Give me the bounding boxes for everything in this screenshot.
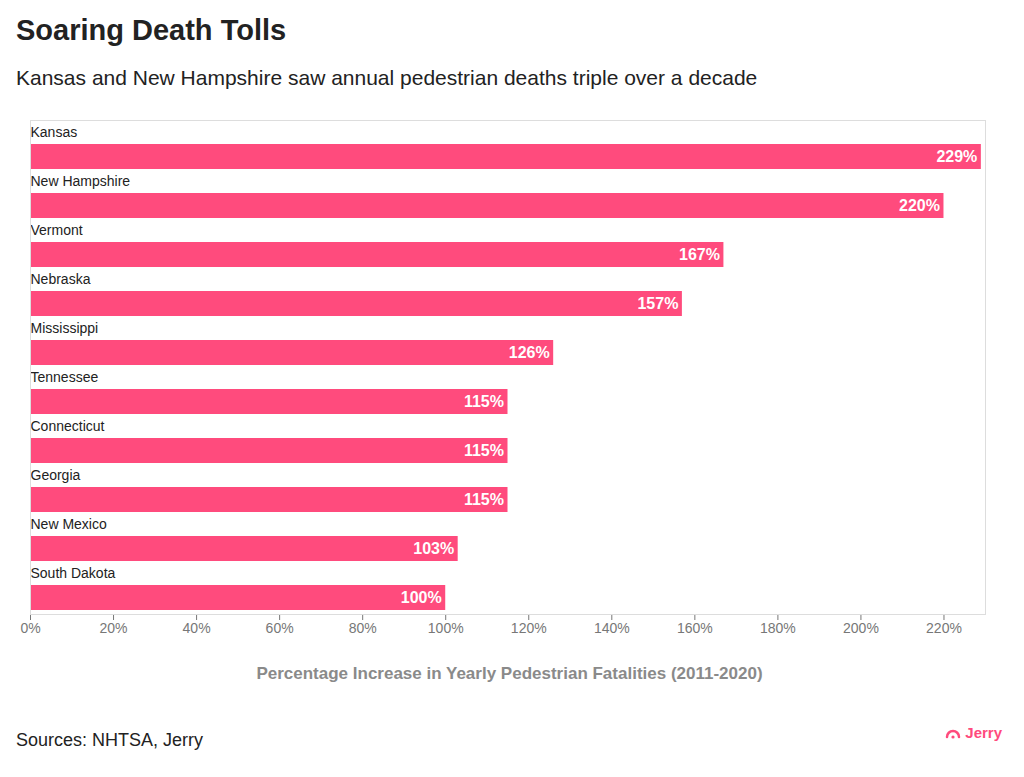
svg-text:126%: 126%	[509, 344, 550, 361]
html-text:Percentage Increase in Yearly: Percentage Increase in Yearly Pedestrian…	[256, 664, 763, 683]
svg-text:167%: 167%	[679, 246, 720, 263]
svg-text:229%: 229%	[936, 148, 977, 165]
html-text:Kansas and New Hampshire saw a: Kansas and New Hampshire saw annual pede…	[16, 66, 758, 89]
svg-text:120%: 120%	[511, 620, 547, 636]
svg-text:115%: 115%	[464, 393, 504, 410]
svg-text:220%: 220%	[926, 620, 962, 636]
html-text:Soaring Death Tolls: Soaring Death Tolls	[16, 14, 287, 46]
html-text:Sources: NHTSA, Jerry: Sources: NHTSA, Jerry	[16, 730, 203, 750]
svg-text:New Hampshire: New Hampshire	[31, 173, 131, 189]
svg-text:140%: 140%	[594, 620, 630, 636]
svg-text:157%: 157%	[637, 295, 678, 312]
svg-text:Nebraska: Nebraska	[31, 271, 91, 287]
svg-text:New Mexico: New Mexico	[31, 516, 107, 532]
svg-text:180%: 180%	[760, 620, 796, 636]
svg-text:220%: 220%	[899, 197, 940, 214]
svg-text:115%: 115%	[464, 442, 504, 459]
svg-text:100%: 100%	[401, 589, 442, 606]
svg-text:200%: 200%	[843, 620, 879, 636]
svg-text:160%: 160%	[677, 620, 713, 636]
svg-text:115%: 115%	[464, 491, 504, 508]
svg-text:60%: 60%	[266, 620, 294, 636]
svg-text:Mississippi: Mississippi	[31, 320, 99, 336]
svg-text:Georgia: Georgia	[31, 467, 81, 483]
svg-text:South Dakota: South Dakota	[31, 565, 116, 581]
svg-text:103%: 103%	[413, 540, 454, 557]
svg-text:0%: 0%	[20, 620, 40, 636]
svg-text:80%: 80%	[349, 620, 377, 636]
svg-text:Kansas: Kansas	[31, 124, 78, 140]
svg-text:20%: 20%	[100, 620, 128, 636]
svg-text:Vermont: Vermont	[31, 222, 83, 238]
svg-text:40%: 40%	[183, 620, 211, 636]
svg-text:100%: 100%	[428, 620, 464, 636]
svg-text:Connecticut: Connecticut	[31, 418, 105, 434]
svg-text:Tennessee: Tennessee	[31, 369, 99, 385]
html-text:Jerry: Jerry	[965, 724, 1002, 741]
